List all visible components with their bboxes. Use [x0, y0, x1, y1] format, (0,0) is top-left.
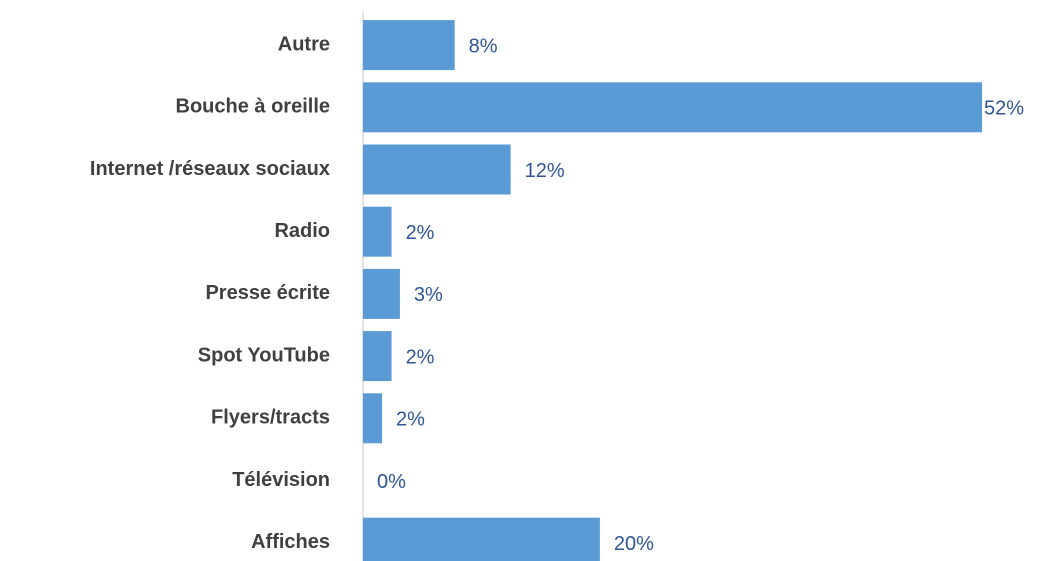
value-label: 3% [414, 284, 443, 306]
value-label: 52% [984, 98, 1024, 120]
bar [363, 20, 455, 71]
value-label: 12% [525, 160, 565, 182]
value-label: 20% [614, 533, 654, 555]
category-label: Flyers/tracts [211, 407, 330, 429]
category-label: Télévision [232, 469, 330, 491]
category-label: Radio [274, 220, 330, 242]
category-label: Internet /réseaux sociaux [90, 158, 330, 180]
category-label: Autre [278, 33, 330, 55]
value-label: 2% [406, 222, 435, 244]
value-label: 0% [377, 471, 406, 493]
bar [363, 144, 511, 195]
value-label: 8% [469, 35, 498, 57]
value-label: 2% [396, 409, 425, 431]
bar [363, 268, 400, 319]
bar [363, 517, 600, 561]
category-label: Presse écrite [205, 282, 330, 304]
bar [363, 393, 383, 444]
category-label: Affiches [251, 531, 330, 553]
bar [363, 82, 982, 133]
category-label: Bouche à oreille [176, 96, 331, 118]
value-label: 2% [406, 346, 435, 368]
category-label: Spot YouTube [198, 344, 330, 366]
bar [363, 331, 392, 382]
bar [363, 206, 392, 257]
